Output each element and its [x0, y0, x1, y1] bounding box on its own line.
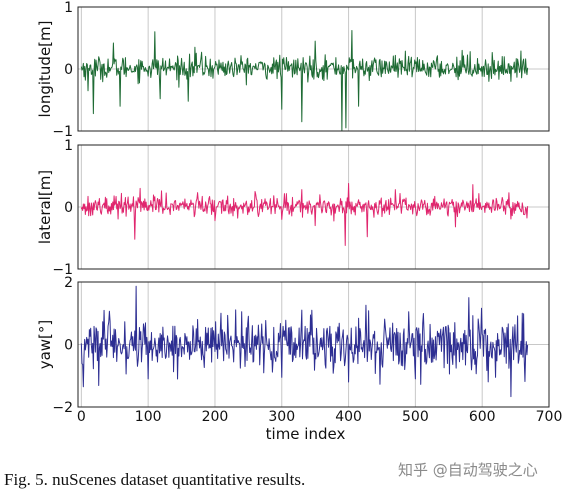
x-tick-label: 100: [135, 409, 162, 425]
y-tick-label: 1: [64, 138, 73, 154]
y-tick-label: −2: [52, 400, 73, 416]
x-tick-label: 400: [335, 409, 362, 425]
x-tick-label: 200: [202, 409, 229, 425]
y-axis-label: yaw[°]: [36, 320, 54, 370]
plot-frame: [77, 144, 550, 270]
x-axis-label: time index: [266, 425, 346, 443]
plot-frame: [77, 281, 550, 408]
y-tick-label: 1: [64, 0, 73, 16]
y-tick-label: 0: [64, 62, 73, 78]
longitude-panel: −1 0 1 longitude[m]: [36, 0, 550, 140]
x-tick-label: 600: [469, 409, 496, 425]
lateral-panel: −1 0 1 lateral[m]: [36, 138, 550, 278]
y-axis-label: longitude[m]: [36, 21, 54, 118]
y-tick-label: 0: [64, 338, 73, 354]
x-tick-label: 300: [268, 409, 295, 425]
y-tick-label: −1: [52, 262, 73, 278]
x-tick-label: 0: [77, 409, 86, 425]
series-line: [80, 182, 529, 246]
x-tick-label: 500: [402, 409, 429, 425]
figure-caption: Fig. 5. nuScenes dataset quantitative re…: [4, 470, 306, 489]
plot-frame: [77, 6, 550, 132]
watermark-text: 知乎 @自动驾驶之心: [398, 461, 538, 479]
y-tick-label: −1: [52, 124, 73, 140]
series-line: [80, 285, 529, 398]
y-axis-label: lateral[m]: [36, 170, 54, 244]
series-line: [80, 30, 529, 132]
y-tick-label: 0: [64, 200, 73, 216]
x-tick-label: 700: [536, 409, 563, 425]
y-tick-label: 2: [64, 275, 73, 291]
